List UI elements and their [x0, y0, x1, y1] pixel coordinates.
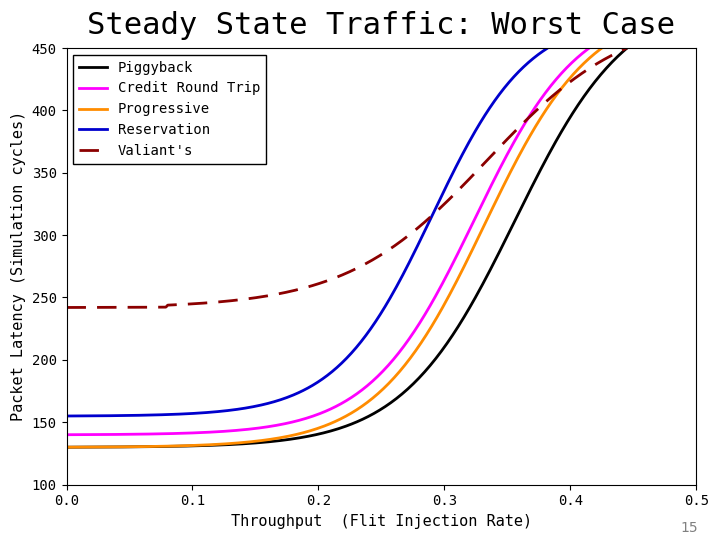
Valiant's	[535, 105, 544, 111]
Piggyback	[394, 394, 402, 400]
Piggyback	[535, 170, 544, 176]
Reservation	[356, 339, 365, 345]
Progressive	[598, 45, 606, 51]
Piggyback	[396, 392, 405, 399]
Progressive	[381, 384, 390, 390]
Reservation	[64, 413, 73, 419]
Valiant's	[405, 231, 414, 238]
Reservation	[544, 45, 552, 51]
Reservation	[468, 133, 477, 140]
Line: Progressive: Progressive	[66, 48, 602, 447]
Reservation	[348, 348, 357, 355]
Credit Round Trip	[585, 45, 593, 51]
X-axis label: Throughput  (Flit Injection Rate): Throughput (Flit Injection Rate)	[231, 514, 532, 529]
Text: 15: 15	[681, 521, 698, 535]
Reservation	[498, 87, 507, 93]
Reservation	[62, 413, 71, 419]
Valiant's	[394, 240, 402, 246]
Piggyback	[62, 444, 71, 450]
Credit Round Trip	[536, 97, 544, 103]
Progressive	[379, 386, 388, 392]
Line: Reservation: Reservation	[66, 48, 548, 416]
Progressive	[513, 155, 522, 161]
Valiant's	[396, 239, 405, 245]
Piggyback	[570, 107, 579, 113]
Valiant's	[62, 304, 71, 310]
Legend: Piggyback, Credit Round Trip, Progressive, Reservation, Valiant's: Piggyback, Credit Round Trip, Progressiv…	[73, 55, 266, 164]
Piggyback	[405, 384, 414, 390]
Progressive	[64, 444, 73, 450]
Credit Round Trip	[382, 364, 391, 370]
Valiant's	[570, 75, 579, 82]
Credit Round Trip	[374, 373, 382, 380]
Progressive	[390, 374, 398, 381]
Piggyback	[623, 45, 631, 51]
Progressive	[547, 98, 556, 105]
Valiant's	[64, 304, 73, 310]
Credit Round Trip	[503, 151, 511, 158]
Credit Round Trip	[62, 431, 71, 438]
Credit Round Trip	[372, 375, 380, 381]
Reservation	[347, 350, 356, 356]
Line: Credit Round Trip: Credit Round Trip	[66, 48, 589, 435]
Progressive	[62, 444, 71, 450]
Y-axis label: Packet Latency (Simulation cycles): Packet Latency (Simulation cycles)	[11, 111, 26, 421]
Credit Round Trip	[64, 431, 73, 438]
Valiant's	[623, 45, 631, 51]
Piggyback	[64, 444, 73, 450]
Line: Piggyback: Piggyback	[66, 48, 627, 447]
Title: Steady State Traffic: Worst Case: Steady State Traffic: Worst Case	[87, 11, 675, 40]
Line: Valiant's: Valiant's	[66, 48, 627, 307]
